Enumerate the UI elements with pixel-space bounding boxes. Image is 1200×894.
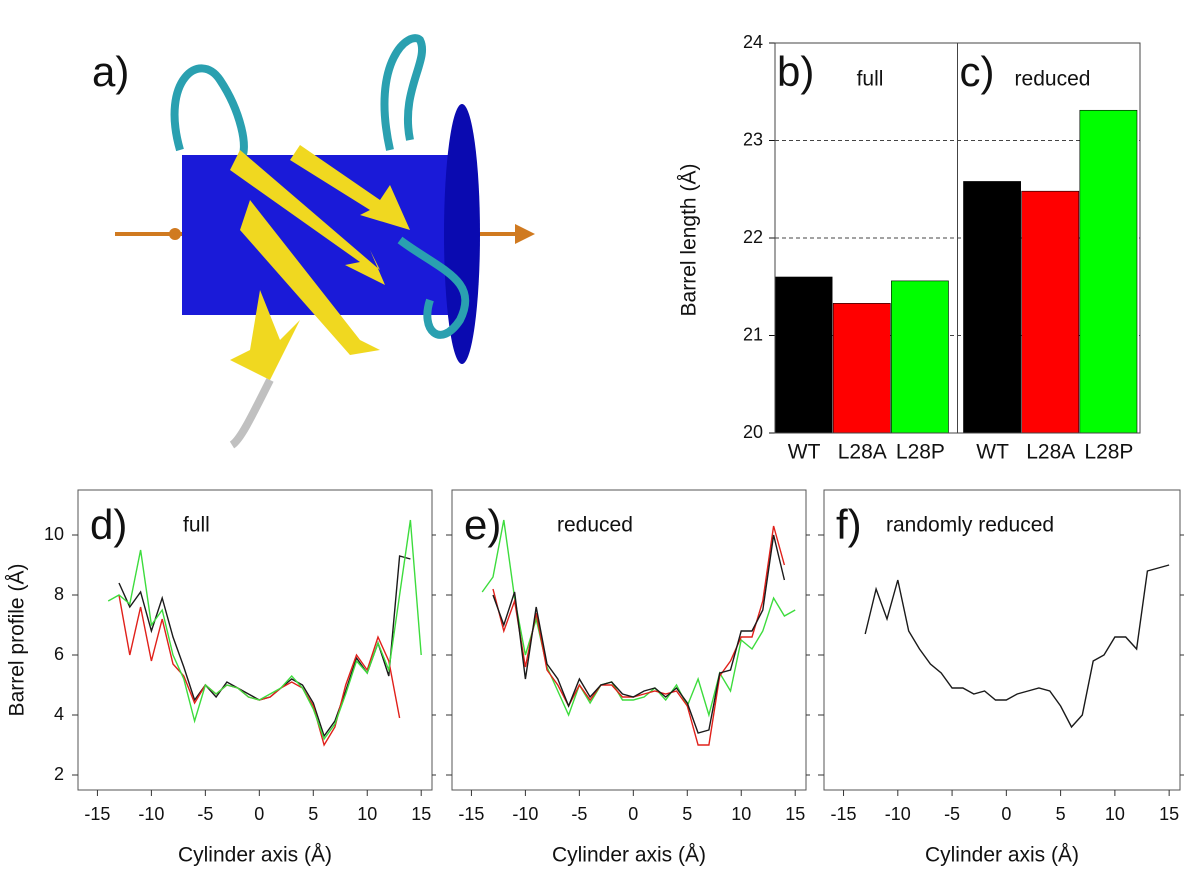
panel-title: reduced — [1015, 68, 1091, 91]
plot-frame — [823, 489, 1181, 791]
x-tick-label: 0 — [254, 804, 264, 824]
y-tick-label: 23 — [743, 129, 763, 149]
profile-line — [492, 534, 786, 734]
x-tick-label: 0 — [628, 804, 638, 824]
bar — [891, 280, 949, 434]
bar — [832, 303, 891, 434]
profile-line — [864, 564, 1170, 729]
panel-title: randomly reduced — [886, 514, 1054, 537]
x-tick-label: -10 — [512, 804, 538, 824]
axis-dot — [169, 228, 181, 240]
y-tick-label: 10 — [44, 524, 64, 544]
x-tick-label: 10 — [357, 804, 377, 824]
y-tick-label: 6 — [54, 644, 64, 664]
panel-title: full — [857, 68, 884, 91]
x-tick-label: L28A — [1026, 441, 1075, 464]
x-tick-label: L28P — [1084, 441, 1133, 464]
y-tick-label: 21 — [743, 324, 763, 344]
panel-label: e) — [464, 501, 501, 548]
strand — [240, 200, 380, 355]
profile-line — [481, 519, 796, 718]
x-tick-label: L28P — [896, 441, 945, 464]
x-axis-label: Cylinder axis (Å) — [178, 844, 332, 867]
x-tick-label: -10 — [138, 804, 164, 824]
panel-label: f) — [836, 501, 862, 548]
x-tick-label: -5 — [944, 804, 960, 824]
x-tick-label: 0 — [1001, 804, 1011, 824]
x-tick-label: 15 — [411, 804, 431, 824]
loop — [229, 378, 274, 449]
loop — [170, 64, 248, 163]
panel-title: reduced — [557, 514, 633, 537]
x-tick-label: -5 — [571, 804, 587, 824]
bar — [963, 181, 1021, 434]
bar — [774, 276, 833, 434]
panel-label: d) — [90, 501, 127, 548]
bar — [1079, 109, 1138, 434]
panel-label: b) — [777, 48, 814, 95]
x-tick-label: 10 — [731, 804, 751, 824]
y-tick-label: 2 — [54, 764, 64, 784]
x-axis-label: Cylinder axis (Å) — [552, 844, 706, 867]
x-tick-label: 5 — [308, 804, 318, 824]
y-tick-label: 20 — [743, 422, 763, 442]
plot-frame — [451, 489, 807, 791]
cylinder-end — [444, 104, 480, 364]
x-tick-label: -15 — [831, 804, 857, 824]
y-tick-label: 22 — [743, 227, 763, 247]
panel-label: a) — [92, 48, 129, 95]
x-axis-label: Cylinder axis (Å) — [925, 844, 1079, 867]
profile-line — [118, 594, 401, 747]
profile-line — [107, 519, 422, 741]
protein-illustration: a) — [92, 34, 535, 449]
x-tick-label: -5 — [197, 804, 213, 824]
profile-line — [118, 555, 411, 738]
plot-frame — [77, 489, 433, 791]
loop — [380, 34, 426, 151]
y-tick-label: 4 — [54, 704, 64, 724]
panel-label: c) — [960, 48, 995, 95]
x-tick-label: 5 — [1056, 804, 1066, 824]
x-tick-label: WT — [788, 441, 821, 464]
x-tick-label: 10 — [1105, 804, 1125, 824]
x-tick-label: -10 — [885, 804, 911, 824]
x-tick-label: 15 — [1159, 804, 1179, 824]
x-tick-label: -15 — [458, 804, 484, 824]
panel-title: full — [183, 514, 210, 537]
strand — [290, 145, 410, 230]
plot-frame — [774, 42, 1141, 434]
bar — [1021, 190, 1080, 434]
strand — [230, 290, 300, 380]
strand — [230, 150, 385, 285]
arrow-head — [515, 224, 535, 244]
x-tick-label: -15 — [84, 804, 110, 824]
x-tick-label: 5 — [682, 804, 692, 824]
y-axis-label: Barrel profile (Å) — [6, 564, 29, 717]
y-tick-label: 8 — [54, 584, 64, 604]
y-tick-label: 24 — [743, 32, 763, 52]
x-tick-label: WT — [976, 441, 1009, 464]
y-axis-label: Barrel length (Å) — [678, 164, 701, 317]
x-tick-label: L28A — [838, 441, 887, 464]
loop — [397, 236, 470, 339]
x-tick-label: 15 — [785, 804, 805, 824]
